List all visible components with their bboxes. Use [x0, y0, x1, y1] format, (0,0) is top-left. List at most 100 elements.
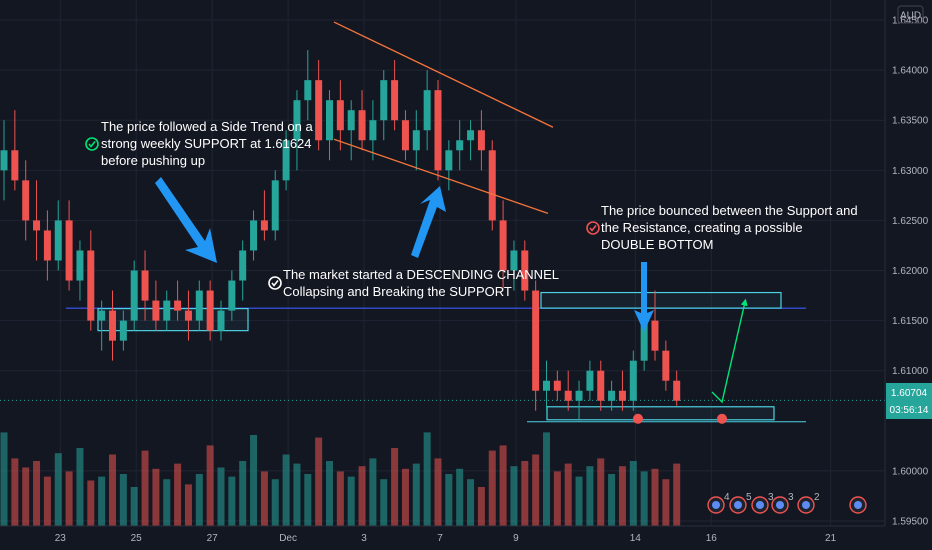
event-count: 3 [788, 492, 794, 503]
candle-body [412, 130, 420, 151]
price-tick-label: 1.61000 [892, 366, 929, 377]
currency-badge[interactable]: AUD [897, 5, 924, 24]
volume-bar [174, 463, 182, 526]
candle-body [54, 220, 62, 261]
volume-bar [477, 487, 485, 526]
volume-bar [0, 432, 8, 526]
event-bubble-icon: 3 [751, 492, 774, 514]
event-count: 3 [768, 492, 774, 503]
volume-bar [109, 454, 116, 526]
volume-bar [163, 479, 171, 526]
event-bubble-dot [756, 501, 764, 509]
time-tick-label: 21 [825, 533, 837, 544]
volume-bar [564, 463, 572, 526]
candle-body [467, 130, 475, 141]
double-bottom-zone-box [546, 406, 775, 421]
volume-bar [586, 466, 594, 526]
volume-bar [401, 468, 409, 526]
volume-bar [467, 479, 475, 526]
candle-body [109, 310, 116, 341]
price-axis-bg [885, 0, 932, 526]
time-tick-label: 9 [513, 533, 519, 544]
volume-bar [76, 448, 84, 526]
candle-body [76, 250, 84, 281]
event-bubble-icon [849, 496, 867, 514]
event-count: 5 [746, 492, 752, 503]
candle-body [499, 220, 507, 271]
annotation-channel[interactable]: The market started a DESCENDING CHANNEL … [268, 267, 559, 299]
drawings-over [155, 21, 748, 424]
candle-body [532, 290, 540, 391]
check-circle-white-icon [268, 276, 282, 290]
candle-body [445, 150, 453, 171]
candle-body [326, 100, 333, 141]
annotation-text: Collapsing and Breaking the SUPPORT [283, 284, 512, 299]
volume-bar [521, 461, 529, 526]
candle-body [640, 320, 648, 361]
candle-body [380, 80, 388, 121]
volume-bar [597, 458, 605, 526]
candle-body [673, 380, 681, 401]
resistance-zone-box [540, 291, 782, 309]
candle-body [260, 220, 268, 231]
volume-bar [532, 454, 540, 526]
candle-body [65, 220, 73, 281]
volume-bar [608, 474, 616, 526]
down-arrow [155, 177, 217, 263]
volume-bar [445, 474, 453, 526]
annotation-double-bottom[interactable]: The price bounced between the Support an… [586, 203, 858, 252]
candle-body [174, 300, 182, 311]
price-tick-label: 1.62500 [892, 216, 929, 227]
time-tick-label: 23 [55, 533, 67, 544]
price-tick-label: 1.63500 [892, 116, 929, 127]
candle-body [597, 370, 605, 401]
time-tick-label: Dec [279, 533, 297, 544]
price-axis[interactable]: 1.64500 1.64000 1.63500 1.63000 1.62500 1.620… [884, 0, 932, 527]
volume-bar [326, 461, 333, 526]
volume-bar [358, 466, 366, 526]
candle-body [206, 290, 214, 331]
volume-bar [195, 474, 203, 526]
event-bubbles[interactable]: 4 5 3 3 2 [707, 492, 867, 514]
candle-body [369, 120, 377, 141]
volume-bar [250, 435, 258, 526]
last-price-badge: 1.60704 03:56:14 [886, 383, 932, 419]
candle-body [152, 300, 160, 321]
volume-bar [412, 463, 420, 526]
up-arrow [411, 186, 446, 258]
event-bubble-icon: 3 [771, 492, 794, 514]
candle-body [618, 390, 626, 401]
volume-bar [98, 476, 106, 526]
annotation-text: The price bounced between the Support an… [601, 203, 858, 218]
volume-bar [184, 484, 192, 526]
candle-body [553, 380, 561, 391]
candle-body [543, 380, 550, 391]
time-tick-label: 27 [207, 533, 219, 544]
candle-body [228, 280, 236, 311]
time-axis[interactable]: 23 25 27 Dec 3 7 9 14 16 21 [0, 525, 932, 550]
candle-body [347, 110, 355, 131]
time-ticks: 23 25 27 Dec 3 7 9 14 16 21 [55, 533, 837, 544]
candle-body [163, 300, 171, 321]
event-bubble-dot [776, 501, 784, 509]
volume-bar [22, 467, 30, 526]
candle-body [217, 310, 225, 331]
price-tick-label: 1.62000 [892, 266, 929, 277]
volume-bar [87, 480, 95, 526]
countdown: 03:56:14 [890, 405, 929, 416]
candle-body [521, 250, 529, 291]
volume-bar [369, 458, 377, 526]
check-circle-red-icon [586, 221, 600, 235]
volume-bar [206, 445, 214, 526]
event-bubble-dot [712, 501, 720, 509]
price-tick-label: 1.64500 [892, 16, 929, 27]
event-bubble-icon: 5 [729, 492, 752, 514]
annotation-side-trend[interactable]: The price followed a Side Trend on a str… [85, 119, 314, 168]
candle-body [564, 390, 572, 401]
price-tick-label: 1.61500 [892, 316, 929, 327]
candle-body [586, 370, 594, 391]
volume-bar [152, 468, 160, 526]
candle-body [130, 270, 138, 321]
